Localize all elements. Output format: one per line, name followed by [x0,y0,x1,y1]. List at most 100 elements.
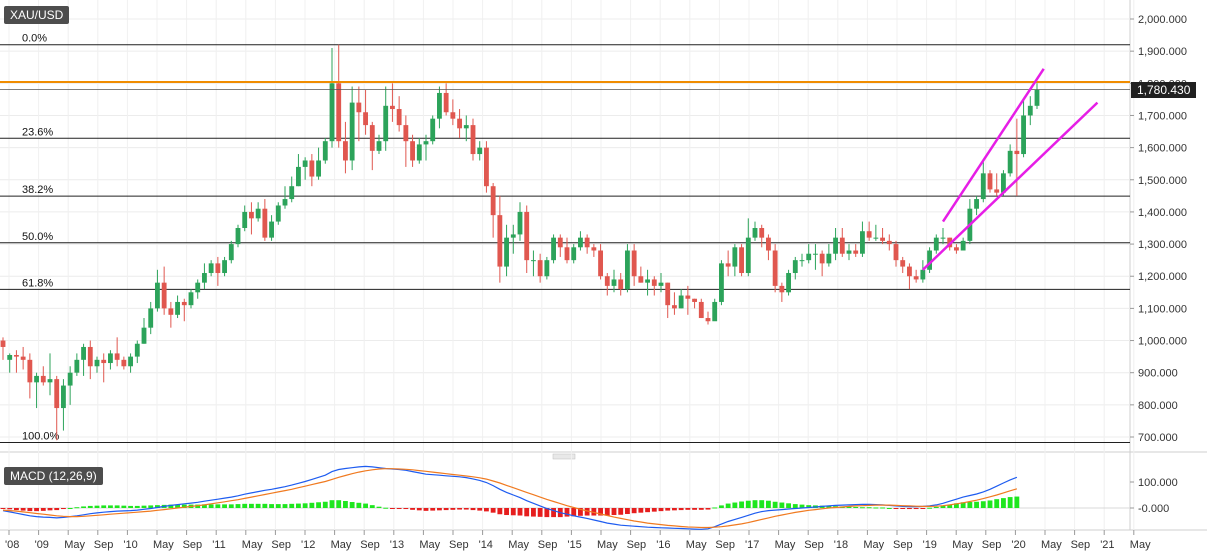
macd-histogram-bar [289,503,295,508]
candle-body [974,199,979,209]
candle-body [27,359,33,383]
macd-histogram-bar [806,505,812,508]
candle-body [490,186,496,216]
candle-body [625,250,630,290]
macd-histogram-bar [692,508,697,510]
candle-body [275,205,281,222]
candle-body [40,375,46,383]
candle-body [994,189,1000,193]
macd-histogram-bar [1007,497,1013,508]
fib-level-label: 38.2% [22,184,53,196]
candle-body [161,282,167,309]
symbol-label: XAU/USD [4,6,70,24]
macd-histogram-bar [322,501,328,508]
candle-body [900,260,906,267]
candle-body [772,250,778,286]
macd-histogram-bar [873,507,879,509]
candle-body [739,247,744,274]
candle-body [913,276,919,280]
candle-body [846,250,852,254]
candle-body [477,147,483,155]
macd-histogram-bar [672,508,677,511]
macd-histogram-bar [383,507,389,509]
y-tick-label: 1,000.000 [1138,336,1187,348]
candle-body [423,141,429,145]
candle-body [443,92,449,113]
candle-body [188,292,194,306]
macd-histogram-bar [470,508,476,511]
candle-body [745,237,751,274]
macd-histogram-bar [974,501,979,508]
candle-body [181,301,187,306]
macd-histogram-bar [74,507,80,509]
candle-body [134,343,140,357]
macd-histogram-bar [128,505,133,508]
macd-histogram-bar [745,500,751,508]
candle-body [813,253,818,255]
candle-body [873,237,879,239]
macd-histogram-bar [155,505,160,508]
candle-body [457,118,462,129]
candle-body [853,250,859,254]
candle-body [302,160,308,167]
x-tick-label: Sep [627,539,647,551]
macd-histogram-bar [168,504,174,508]
macd-histogram-bar [940,505,946,508]
candle-body [497,215,503,267]
macd-histogram-bar [27,508,33,512]
macd-histogram-bar [685,508,691,510]
macd-line [2,465,1018,530]
macd-histogram-bar [954,503,959,508]
macd-histogram-bar [316,502,321,508]
macd-histogram-bar [262,503,268,508]
candle-body [195,282,201,293]
candle-body [551,237,556,261]
x-tick-label: Sep [449,539,469,551]
macd-histogram-bar [275,504,281,508]
x-tick-label: May [64,539,85,551]
macd-histogram-bar [725,503,731,508]
candle-body [987,173,993,190]
candle-body [604,276,610,286]
candle-body [651,279,657,286]
candle-body [128,356,133,367]
macd-histogram-bar [390,508,395,509]
candle-body [363,112,368,126]
candle-body [799,260,805,262]
y-tick-label: 1,100.000 [1138,303,1187,315]
macd-histogram-bar [410,508,415,510]
macd-indicator-label[interactable]: MACD (12,26,9) [4,467,103,485]
x-tick-label: Sep [715,539,735,551]
macd-histogram-bar [296,503,301,508]
candle-body [584,237,590,248]
macd-histogram-bar [108,505,113,508]
macd-histogram-bar [20,508,26,511]
candle-body [524,211,530,261]
x-tick-label: Sep [360,539,380,551]
macd-histogram-bar [181,504,187,508]
macd-histogram-bar [698,508,704,510]
candle-body [289,186,295,200]
candle-body [1027,105,1033,116]
candle-body [866,231,872,238]
macd-histogram-bar [752,500,758,508]
candle-body [779,285,785,293]
macd-histogram-bar [933,506,939,508]
macd-histogram-bar [846,506,852,508]
macd-histogram-bar [34,508,39,512]
candle-body [410,141,415,161]
macd-histogram-bar [591,508,597,516]
macd-histogram-bar [363,503,368,508]
macd-histogram-bar [67,508,73,509]
candle-body [927,250,932,270]
macd-histogram-bar [309,502,315,508]
candle-body [893,244,899,261]
x-tick-label: May [419,539,440,551]
candle-body [980,173,986,200]
candle-body [1021,115,1026,155]
candle-body [14,355,19,357]
macd-histogram-bar [134,505,140,508]
macd-histogram-bar [87,505,93,508]
macd-histogram-bar [719,505,724,508]
